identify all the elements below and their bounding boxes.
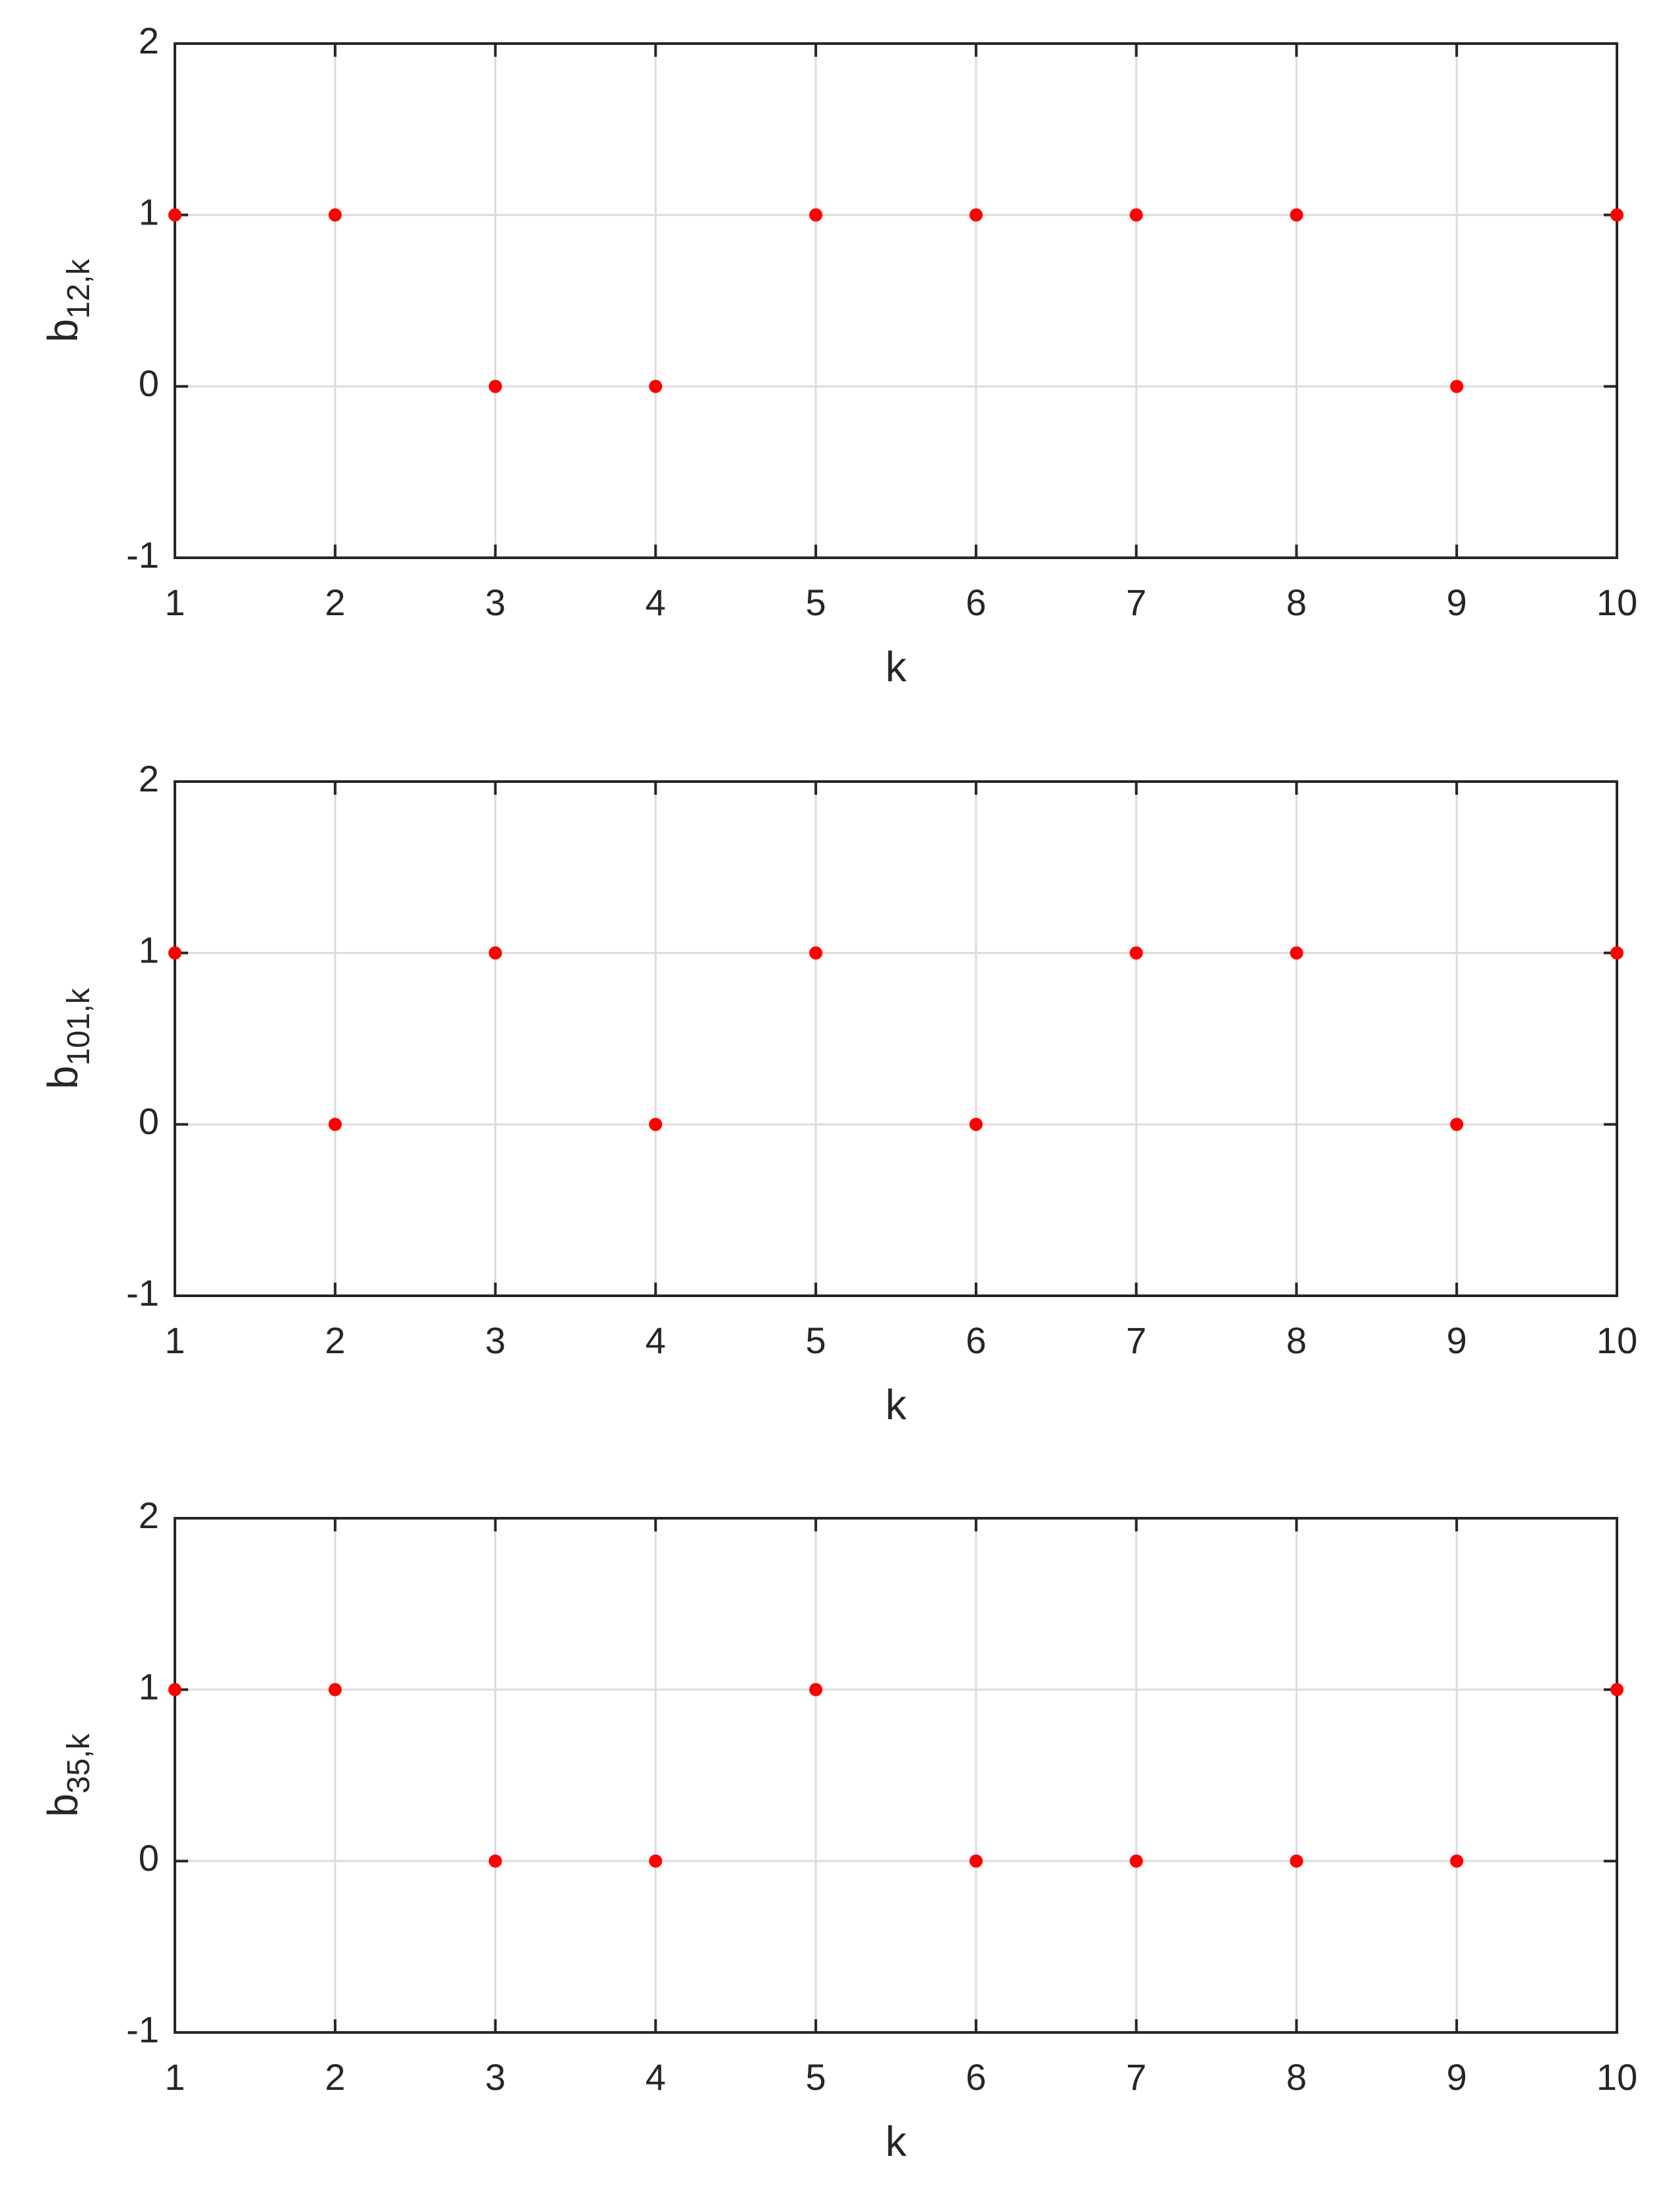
point [649,380,663,393]
y-axis-label: b35,k [39,1733,96,1817]
x-tick-label: 10 [1596,1320,1637,1361]
axes-box [174,42,1618,559]
y-tick-label: 2 [139,758,159,799]
point [969,1854,983,1868]
point [969,1118,983,1131]
plot-area [175,1518,1617,2032]
y-tick-label: 1 [139,191,159,232]
y-tick-label: 0 [139,362,159,404]
point [809,1683,823,1696]
x-tick-label: 9 [1447,582,1467,623]
y-tick-label: 0 [139,1100,159,1142]
point [1610,1683,1624,1696]
y-tick-label: 1 [139,929,159,970]
x-tick-label: 3 [485,2056,506,2098]
point [969,208,983,222]
point [1290,208,1303,222]
x-tick-label: 4 [645,582,666,623]
x-axis-label: k [886,643,907,690]
point [1290,946,1303,960]
point [488,380,502,393]
x-tick-label: 10 [1596,2056,1637,2098]
x-tick-label: 7 [1126,2056,1146,2098]
subplot: 1 2 3 4 5 6 7 8 9 10 -1 0 1 2 k b12,k [39,20,1637,690]
point [488,946,502,960]
x-tick-label: 10 [1596,582,1637,623]
x-tick-label: 7 [1126,582,1146,623]
x-tick-label: 6 [966,582,986,623]
y-tick-label: 0 [139,1837,159,1879]
point [1610,946,1624,960]
x-tick-label: 5 [806,582,826,623]
x-tick-label: 9 [1447,1320,1467,1361]
point [488,1854,502,1868]
point [1450,1854,1464,1868]
point [809,208,823,222]
point [649,1118,663,1131]
plot-area [175,44,1617,558]
y-label-subscript: 12,k [61,258,96,319]
axes-box [174,1517,1618,2034]
point [649,1854,663,1868]
x-tick-label: 2 [325,2056,345,2098]
point [328,1683,342,1696]
point [1450,1118,1464,1131]
x-tick-label: 6 [966,2056,986,2098]
y-tick-label: -1 [126,534,159,576]
y-label-subscript: 35,k [61,1733,96,1793]
y-label-subscript: 101,k [61,988,96,1065]
plot-area [175,782,1617,1296]
y-axis-label: b12,k [39,258,96,342]
x-tick-label: 9 [1447,2056,1467,2098]
x-tick-label: 7 [1126,1320,1146,1361]
point [328,208,342,222]
point [1129,946,1143,960]
x-tick-label: 8 [1286,582,1307,623]
x-tick-label: 8 [1286,1320,1307,1361]
y-tick-label: 2 [139,1494,159,1536]
x-tick-label: 8 [1286,2056,1307,2098]
x-tick-label: 3 [485,582,506,623]
x-tick-label: 6 [966,1320,986,1361]
x-tick-label: 1 [164,582,185,623]
x-tick-label: 2 [325,1320,345,1361]
axes-box [174,780,1618,1297]
point [1610,208,1624,222]
x-axis-label: k [886,1381,907,1428]
x-tick-label: 4 [645,1320,666,1361]
y-label-base: b [39,1793,86,1817]
x-tick-label: 3 [485,1320,506,1361]
point [168,946,181,960]
x-axis-label: k [886,2118,907,2165]
point [168,1683,181,1696]
point [168,208,181,222]
subplot: 1 2 3 4 5 6 7 8 9 10 -1 0 1 2 k b101,k [39,758,1637,1428]
point [1129,208,1143,222]
x-tick-label: 2 [325,582,345,623]
x-tick-label: 1 [164,1320,185,1361]
point [1129,1854,1143,1868]
x-tick-label: 4 [645,2056,666,2098]
y-label-base: b [39,319,86,343]
y-label-base: b [39,1065,86,1089]
x-tick-label: 5 [806,2056,826,2098]
y-tick-label: 1 [139,1665,159,1707]
y-tick-label: -1 [126,2009,159,2050]
x-tick-label: 1 [164,2056,185,2098]
y-tick-label: 2 [139,20,159,61]
point [328,1118,342,1131]
x-tick-label: 5 [806,1320,826,1361]
point [1290,1854,1303,1868]
y-axis-label: b101,k [39,988,96,1089]
y-tick-label: -1 [126,1272,159,1314]
point [1450,380,1464,393]
point [809,946,823,960]
subplot: 1 2 3 4 5 6 7 8 9 10 -1 0 1 2 k b35,k [39,1494,1637,2165]
